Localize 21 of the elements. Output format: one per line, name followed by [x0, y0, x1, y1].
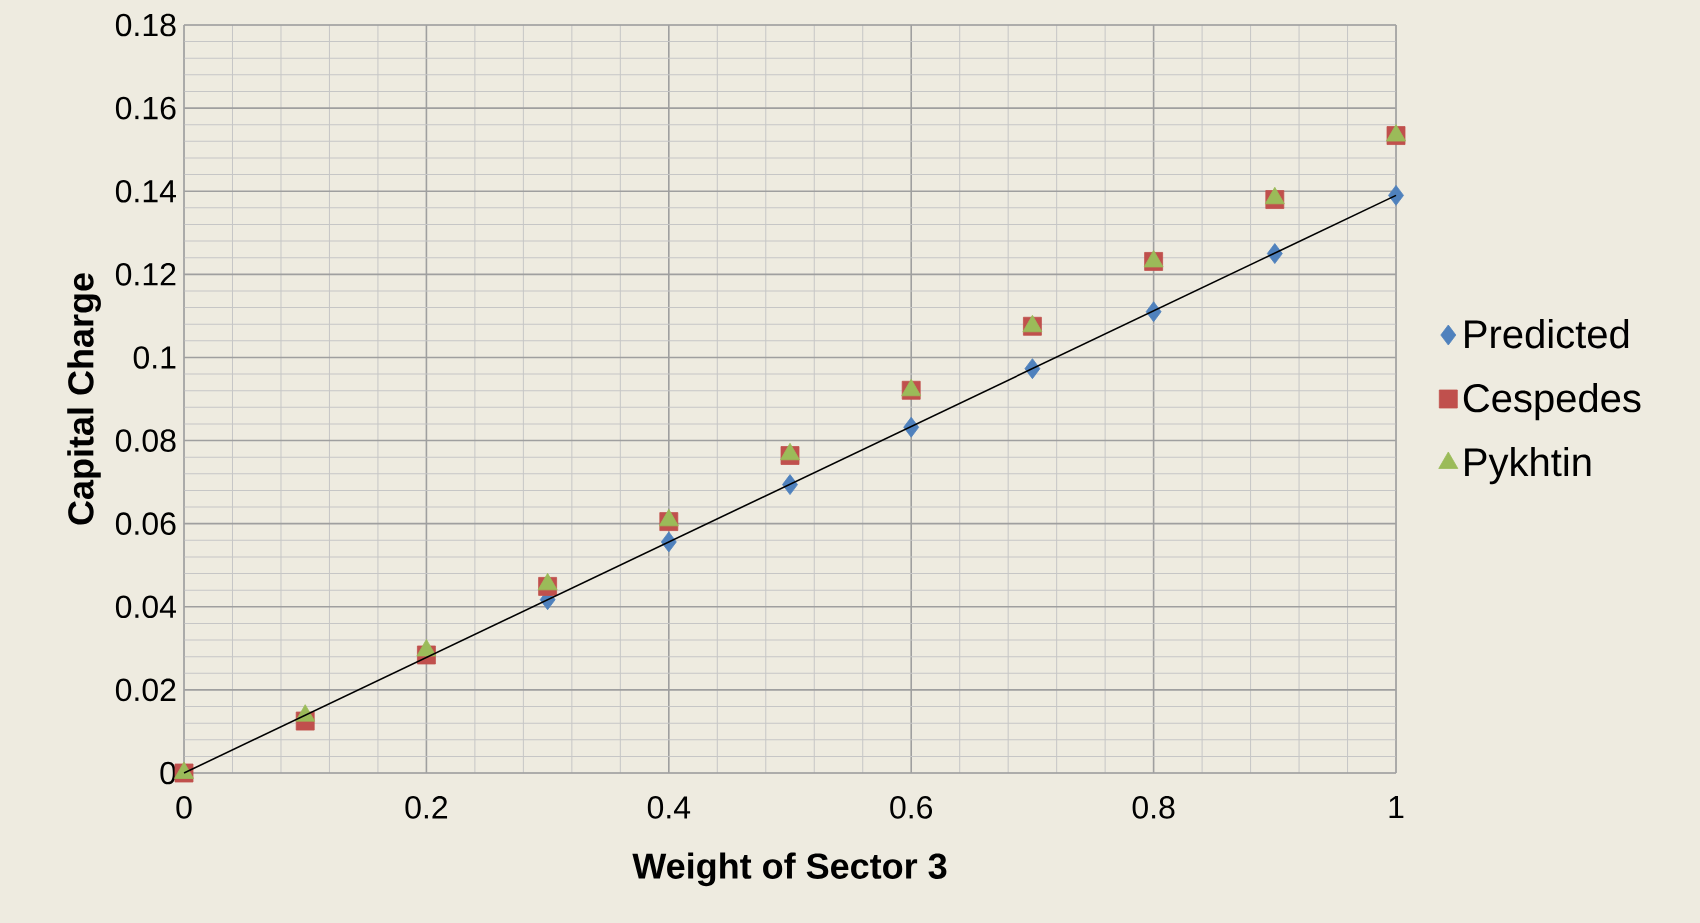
y-tick-label: 0.12	[115, 263, 176, 286]
x-tick-label: 0.2	[405, 796, 448, 819]
y-tick-label: 0.04	[115, 595, 176, 619]
legend-label: Cespedes	[1463, 383, 1641, 421]
x-tick-label: 0.8	[1132, 796, 1175, 819]
x-tick-label: 0.4	[647, 796, 691, 819]
x-tick-label: 1	[1389, 796, 1404, 819]
y-tick-label: 0.1	[133, 346, 176, 369]
legend-label: Pykhtin	[1465, 446, 1591, 485]
y-tick-label: 0.08	[115, 429, 176, 452]
y-tick-label: 0.16	[115, 96, 176, 120]
y-tick-label: 0.18	[115, 13, 176, 37]
y-tick-label: 0.14	[115, 179, 176, 203]
x-tick-label: 0	[176, 796, 192, 819]
x-axis-title: Weight of Sector 3	[632, 852, 947, 887]
y-tick-label: 0.06	[115, 512, 176, 535]
legend-label: Predicted	[1465, 319, 1629, 349]
y-axis-title: Capital Charge	[67, 273, 101, 525]
y-tick-label: 0.02	[115, 678, 176, 702]
y-tick-label: 0	[160, 761, 176, 785]
x-tick-label: 0.6	[890, 796, 933, 819]
